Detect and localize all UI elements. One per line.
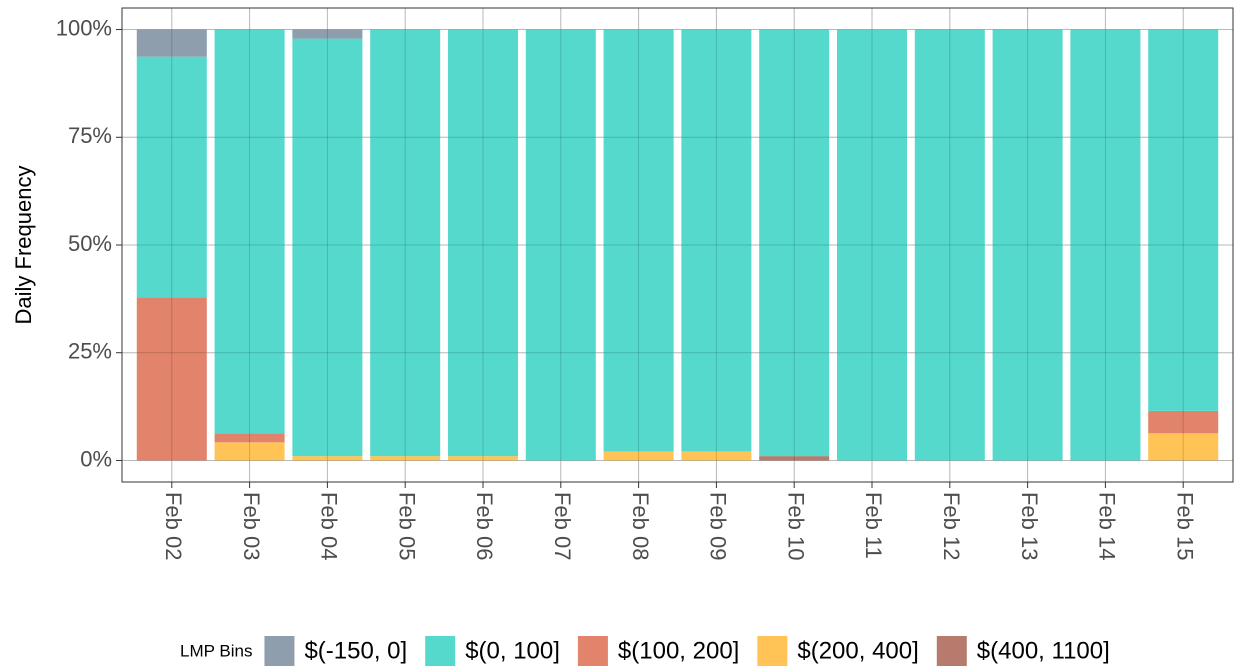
bar-segment — [603, 29, 674, 452]
legend-label: $(-150, 0] — [304, 637, 407, 664]
bar-segment — [681, 29, 752, 452]
x-tick-label: Feb 09 — [706, 492, 731, 561]
bar-segment — [914, 29, 985, 461]
x-tick-label: Feb 07 — [550, 492, 575, 561]
x-tick-label: Feb 13 — [1017, 492, 1042, 561]
legend-key — [936, 636, 967, 666]
x-tick-label: Feb 12 — [939, 492, 964, 561]
legend-label: $(400, 1100] — [977, 637, 1110, 664]
legend-key — [264, 636, 295, 666]
bar-segment — [292, 29, 363, 39]
x-tick-label: Feb 02 — [161, 492, 186, 561]
bar-segment — [136, 56, 207, 298]
bar-segment — [214, 442, 285, 461]
bar-segment — [136, 29, 207, 57]
bar-segment — [1148, 433, 1219, 461]
x-tick-label: Feb 06 — [472, 492, 497, 561]
bar-segment — [603, 451, 674, 461]
plot-border — [121, 7, 1234, 483]
bar-segment — [1148, 410, 1219, 434]
x-tick-label: Feb 15 — [1172, 492, 1197, 561]
legend-key — [577, 636, 608, 666]
x-tick-label: Feb 11 — [861, 492, 886, 559]
bar-segment — [759, 29, 830, 457]
legend-key — [757, 636, 788, 666]
bar-segment — [759, 456, 830, 461]
bar-segment — [214, 29, 285, 434]
bar-segment — [447, 456, 519, 461]
bar-segment — [525, 29, 596, 461]
y-tick-label: 50% — [68, 231, 112, 256]
bar-segment — [1148, 29, 1219, 411]
x-tick-label: Feb 03 — [239, 492, 264, 561]
bar-segment — [836, 29, 908, 461]
x-tick-label: Feb 05 — [394, 492, 419, 561]
legend-key — [425, 636, 456, 666]
legend-label: $(0, 100] — [465, 637, 560, 664]
bar-segment — [447, 29, 519, 457]
x-tick-label: Feb 14 — [1095, 492, 1120, 561]
x-tick-label: Feb 10 — [783, 492, 808, 561]
x-tick-label: Feb 08 — [628, 492, 653, 561]
x-tick-label: Feb 04 — [317, 492, 342, 561]
legend-label: $(100, 200] — [618, 637, 739, 664]
legend-label: $(200, 400] — [797, 637, 918, 664]
bar-segment — [370, 456, 441, 461]
y-tick-label: 100% — [56, 15, 112, 40]
y-axis-title: Daily Frequency — [11, 166, 36, 325]
y-tick-label: 25% — [68, 339, 112, 364]
bar-segment — [214, 433, 285, 443]
y-tick-label: 75% — [68, 123, 112, 148]
y-tick-label: 0% — [80, 446, 112, 471]
legend-title: LMP Bins — [180, 641, 252, 660]
bar-segment — [681, 451, 752, 461]
bar-segment — [292, 456, 363, 461]
bar-segment — [292, 38, 363, 457]
bar-segment — [136, 297, 207, 461]
bar-segment — [1070, 29, 1141, 461]
bar-segment — [370, 29, 441, 457]
bar-segment — [992, 29, 1063, 461]
